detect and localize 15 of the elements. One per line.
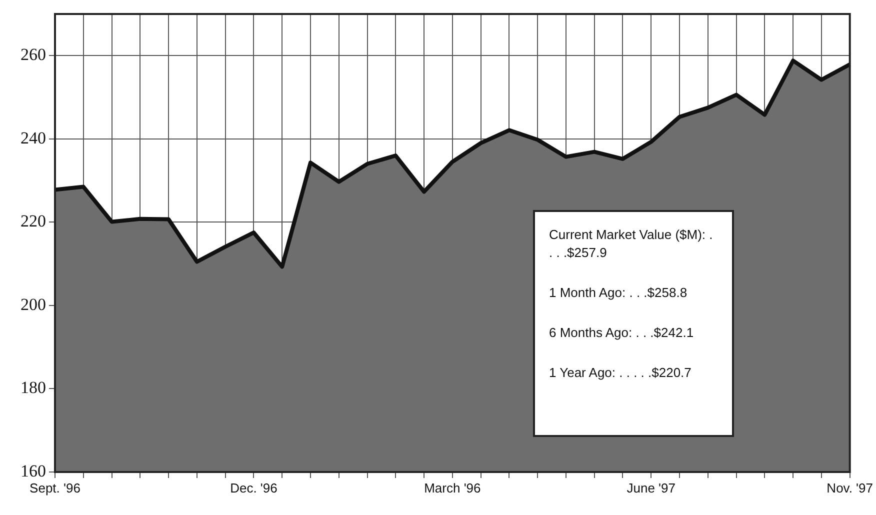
y-tick-label: 220 [20,212,46,231]
annotation: Current Market Value ($M): . . . .$257.9 [549,226,714,262]
x-tick-label: June '97 [626,480,676,496]
annotation: 1 Year Ago: . . . . .$220.7 [549,364,692,382]
y-tick-label: 200 [20,294,46,314]
y-tick-label: 240 [20,128,46,148]
x-tick-label: Nov. '97 [826,480,874,496]
x-tick-label: Sept. '96 [30,480,80,496]
y-tick-label: 260 [20,45,46,64]
x-tick-label: Dec. '96 [230,480,278,496]
annotation: 6 Months Ago: . . .$242.1 [549,324,695,342]
annotation: 1 Month Ago: . . .$258.8 [549,284,688,302]
y-tick-label: 160 [20,461,46,480]
y-tick-label: 180 [20,378,46,398]
x-tick-label: March '96 [424,480,481,496]
